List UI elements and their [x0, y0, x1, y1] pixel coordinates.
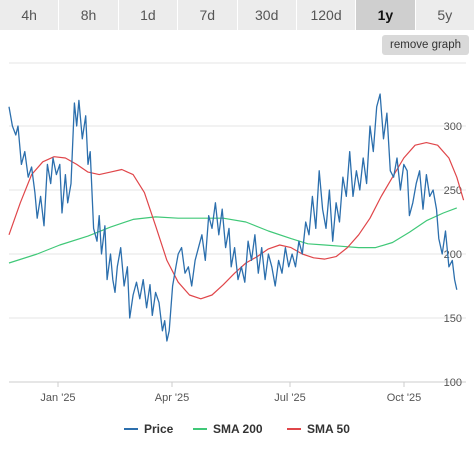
x-axis-ticks: Jan '25 Apr '25 Jul '25 Oct '25	[40, 382, 421, 404]
y-tick-label: 200	[444, 249, 462, 261]
range-tab-1d[interactable]: 1d	[118, 0, 179, 30]
chart-legend: Price SMA 200 SMA 50	[124, 422, 350, 436]
range-tab-5y[interactable]: 5y	[415, 0, 474, 30]
y-tick-label: 250	[444, 185, 462, 197]
y-tick-label: 300	[444, 121, 462, 133]
y-tick-label: 150	[444, 313, 462, 325]
range-tab-8h[interactable]: 8h	[59, 0, 119, 30]
x-tick-label: Apr '25	[155, 392, 190, 404]
range-tab-4h[interactable]: 4h	[0, 0, 60, 30]
x-tick-label: Jan '25	[40, 392, 75, 404]
grid-lines	[9, 62, 466, 383]
y-tick-label: 100	[444, 377, 462, 389]
legend-item-sma-50[interactable]: SMA 50	[307, 422, 350, 436]
x-tick-label: Oct '25	[387, 392, 422, 404]
y-axis-ticks: 300 250 200 150 100	[444, 121, 462, 389]
range-tab-30d[interactable]: 30d	[237, 0, 297, 30]
x-tick-label: Jul '25	[274, 392, 305, 404]
range-tab-1y[interactable]: 1y	[356, 0, 416, 30]
series-lines	[8, 93, 465, 342]
remove-graph-button[interactable]: remove graph	[382, 35, 469, 55]
legend-item-sma-200[interactable]: SMA 200	[213, 422, 263, 436]
range-tab-120d[interactable]: 120d	[296, 0, 357, 30]
series-line-sma-200	[8, 207, 458, 264]
range-tabs: 4h 8h 1d 7d 30d 120d 1y 5y	[0, 0, 474, 30]
legend-item-price[interactable]: Price	[144, 422, 174, 436]
range-tab-7d[interactable]: 7d	[178, 0, 238, 30]
series-line-price	[8, 93, 458, 342]
